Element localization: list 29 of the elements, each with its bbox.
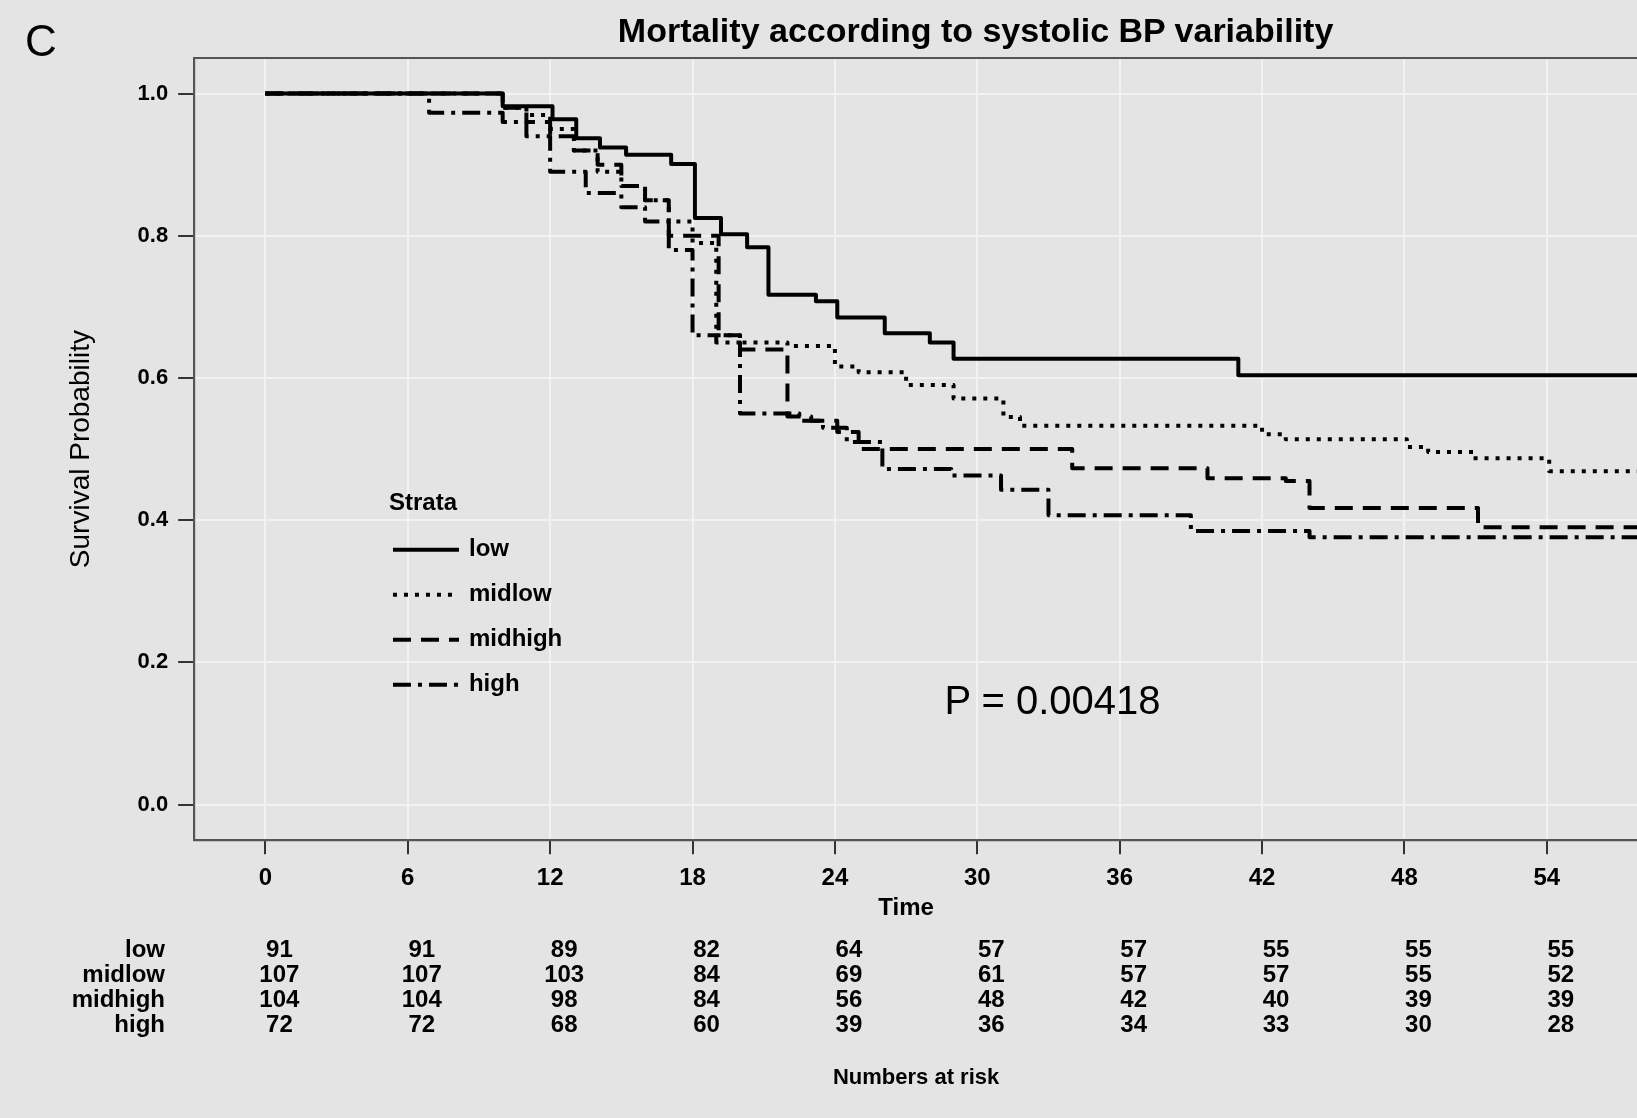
y-tick-label: 0.4 xyxy=(137,506,169,532)
x-tick-label: 18 xyxy=(679,863,706,891)
chart-title: Mortality according to systolic BP variability xyxy=(617,11,1334,50)
y-tick-label: 0.6 xyxy=(137,364,169,390)
legend-title: Strata xyxy=(388,488,458,516)
y-axis-title: Survival Probability xyxy=(63,330,95,569)
x-axis-title: Time xyxy=(878,892,934,920)
x-tick-label: 42 xyxy=(1248,863,1276,891)
x-tick-label: 12 xyxy=(536,863,564,891)
x-tick-label: 48 xyxy=(1391,863,1418,891)
y-tick-label: 0.0 xyxy=(137,790,169,816)
text: Numbers at risk xyxy=(832,1064,1000,1090)
text: midlow 107 107 103 84 69 61 57 57 55 52 xyxy=(82,959,1575,987)
x-tick-label: 36 xyxy=(1106,863,1134,891)
legend-label: midlow xyxy=(468,579,552,607)
y-tick-label: 0.8 xyxy=(137,221,169,247)
x-tick-label: 0 xyxy=(258,863,273,891)
legend-label: midhigh xyxy=(468,624,563,652)
annotation: P = 0.00418 xyxy=(944,678,1161,723)
text: low 91 91 89 82 64 57 57 55 55 55 xyxy=(125,934,1575,962)
text: C xyxy=(25,16,57,66)
y-tick-label: 1.0 xyxy=(137,79,169,105)
x-tick-label: 6 xyxy=(401,863,415,891)
legend-label: high xyxy=(468,669,520,697)
x-tick-label: 24 xyxy=(821,863,849,891)
y-tick-label: 0.2 xyxy=(137,648,169,674)
x-tick-label: 30 xyxy=(963,863,991,891)
x-tick-label: 54 xyxy=(1533,863,1561,891)
legend-label: low xyxy=(468,534,510,562)
